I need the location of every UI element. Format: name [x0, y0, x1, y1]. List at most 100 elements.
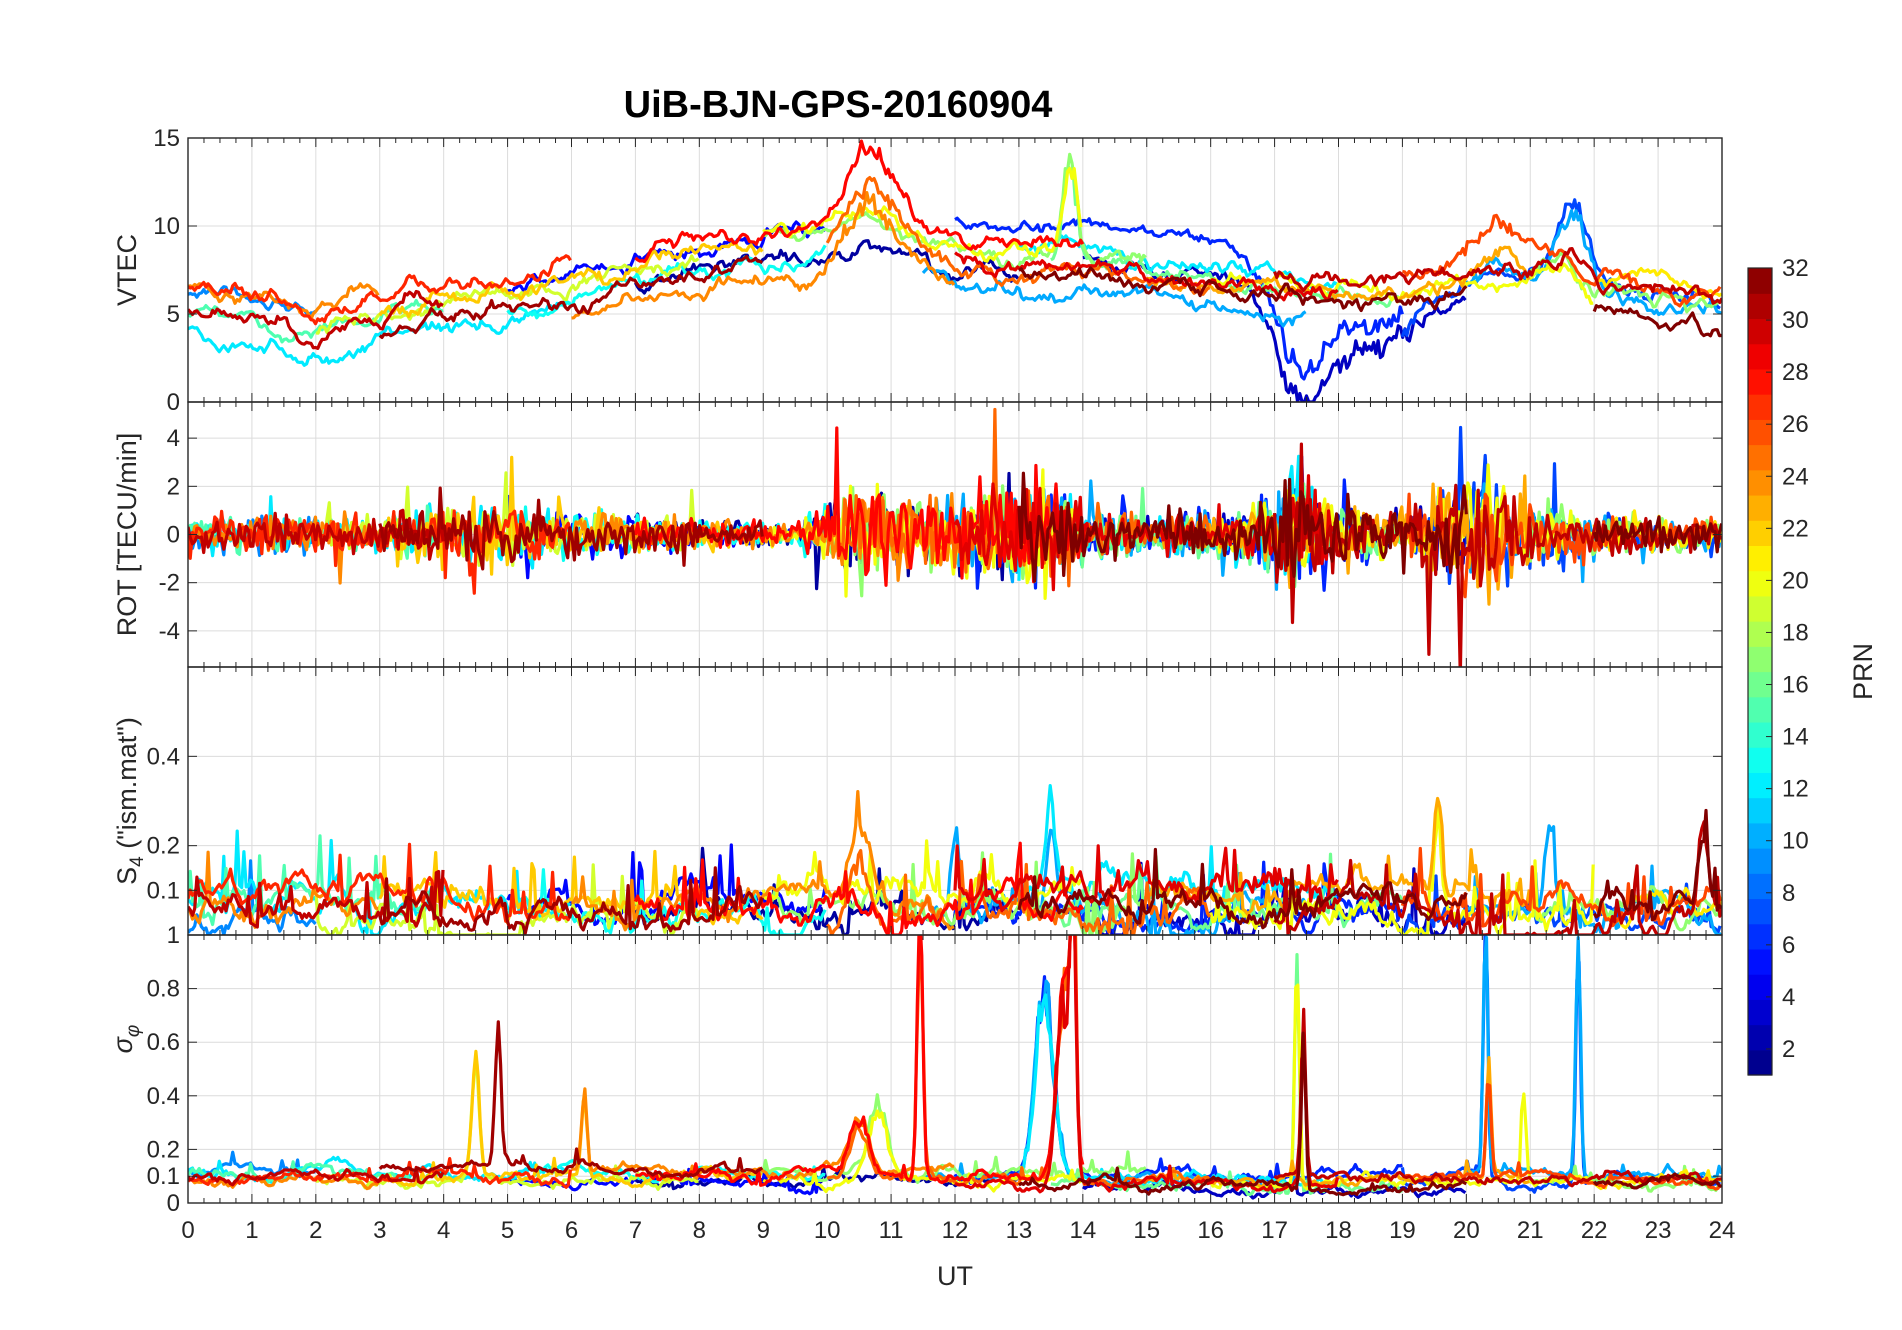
x-tick-label: 19: [1389, 1217, 1416, 1244]
series-line-prn-31: [378, 255, 763, 339]
series-line-prn-23: [1146, 245, 1531, 304]
colorbar-swatch: [1748, 999, 1772, 1026]
colorbar-swatch: [1748, 444, 1772, 471]
series-line-prn-32: [1592, 515, 1722, 554]
colorbar-tick-label: 8: [1782, 880, 1795, 907]
x-tick-labels: 0 1 2 3 4 5 6 7 8 9 10 11 12 13 14 15 16 17 18 19 20 21 22 23 24: [181, 1217, 1735, 1244]
series-line-prn-32: [1017, 266, 1468, 313]
colorbar-swatch: [1748, 368, 1772, 395]
series-line-prn-30: [1273, 1007, 1722, 1188]
colorbar-swatch: [1748, 469, 1772, 496]
series-line-prn-10: [921, 265, 1307, 328]
y-tick-label: 10: [153, 213, 180, 240]
colorbar-swatch: [1748, 343, 1772, 370]
y-tick-label: 0.1: [147, 877, 180, 904]
colorbar-tick-label: 6: [1782, 932, 1795, 959]
colorbar-tick-label: 2: [1782, 1036, 1795, 1063]
colorbar-swatch: [1748, 873, 1772, 900]
colorbar-swatch: [1748, 747, 1772, 773]
series-line-prn-26: [1402, 213, 1722, 308]
colorbar-tick-label: 12: [1782, 776, 1809, 803]
x-tick-label: 6: [565, 1217, 578, 1244]
y-axis-label-rot: ROT [TECU/min]: [112, 433, 142, 637]
x-tick-label: 12: [942, 1217, 969, 1244]
colorbar-swatch: [1748, 1049, 1772, 1076]
series-line-prn-30: [188, 289, 444, 350]
x-tick-label: 16: [1197, 1217, 1224, 1244]
colorbar-swatch: [1748, 948, 1772, 975]
y-tick-label: 1: [167, 922, 180, 949]
y-axis-label-sigma_phi: σφ: [108, 1025, 144, 1054]
ticks-vtec: 0 5 10 15: [153, 125, 1723, 416]
series-line-prn-24: [571, 1087, 955, 1181]
y-tick-label: 5: [167, 301, 180, 328]
series-line-prn-30: [1273, 247, 1722, 305]
series-line-prn-22: [378, 849, 764, 926]
series-line-prn-12: [188, 301, 571, 367]
colorbar-swatch: [1748, 494, 1772, 521]
x-tick-label: 3: [373, 1217, 386, 1244]
x-tick-label: 20: [1453, 1217, 1480, 1244]
colorbar-tick-label: 22: [1782, 515, 1809, 542]
series-line-prn-29: [954, 251, 1339, 302]
colorbar-swatch: [1748, 1024, 1772, 1051]
y-axis-label-s4: S4 ("ism.mat"): [112, 717, 148, 885]
colorbar-label: PRN: [1848, 643, 1878, 700]
colorbar-swatch: [1748, 419, 1772, 446]
colorbar-swatch: [1748, 822, 1772, 849]
series-line-prn-32: [1017, 847, 1468, 930]
colorbar-swatch: [1748, 621, 1772, 647]
y-tick-label: 0.4: [147, 1083, 180, 1110]
colorbar-swatch: [1748, 595, 1772, 622]
series-line-prn-27: [188, 254, 572, 326]
series-line-prn-24: [188, 850, 379, 929]
series-line-prn-20: [762, 1109, 1083, 1194]
series-line-prn-32: [1592, 808, 1722, 922]
series-line-prn-32: [1592, 1172, 1722, 1190]
panel-s4: 0.1 0.2 0.4S4 ("ism.mat"): [112, 666, 1723, 936]
series-vtec: [188, 139, 1722, 402]
ticks-rot: -4 -2 0 2 4: [159, 402, 1723, 667]
x-tick-label: 17: [1261, 1217, 1288, 1244]
colorbar-tick-label: 18: [1782, 619, 1809, 646]
series-sigma_phi: [188, 935, 1722, 1200]
colorbar-swatch: [1748, 293, 1772, 320]
y-tick-label: 15: [153, 125, 180, 152]
y-tick-label: 0.4: [147, 743, 180, 770]
y-tick-label: 0.1: [147, 1163, 180, 1190]
y-tick-label: 0.2: [147, 1136, 180, 1163]
series-line-prn-29: [953, 844, 1339, 913]
series-line-prn-10: [1465, 209, 1722, 317]
panel-vtec: 0 5 10 15 VTEC: [112, 125, 1723, 416]
series-line-prn-6: [954, 216, 1404, 381]
series-line-prn-30: [188, 508, 445, 561]
colorbar-tick-label: 10: [1782, 828, 1809, 855]
y-tick-label: -4: [159, 618, 180, 645]
series-line-prn-30: [188, 1165, 445, 1187]
colorbar-swatch: [1748, 721, 1772, 748]
colorbar-swatch: [1748, 848, 1772, 874]
y-tick-label: 0: [167, 1190, 180, 1217]
colorbar-swatch: [1748, 923, 1772, 950]
x-tick-label: 23: [1645, 1217, 1672, 1244]
x-tick-label: 24: [1709, 1217, 1736, 1244]
series-line-prn-22: [378, 240, 764, 319]
colorbar-tick-label: 16: [1782, 672, 1809, 699]
y-tick-label: 0.8: [147, 976, 180, 1003]
colorbar-swatch: [1748, 772, 1772, 799]
series-rot: [188, 407, 1722, 667]
series-line-prn-32: [1592, 304, 1722, 338]
series-line-prn-29: [954, 935, 1340, 1194]
colorbar-swatch: [1748, 797, 1772, 824]
y-axis-label-vtec: VTEC: [112, 234, 142, 306]
series-line-prn-24: [188, 1173, 379, 1191]
y-tick-label: 0.6: [147, 1029, 180, 1056]
x-tick-label: 4: [437, 1217, 450, 1244]
colorbar-swatch: [1748, 545, 1772, 572]
y-tick-label: 4: [167, 425, 180, 452]
x-tick-label: 5: [501, 1217, 514, 1244]
colorbar-swatch: [1748, 570, 1772, 597]
